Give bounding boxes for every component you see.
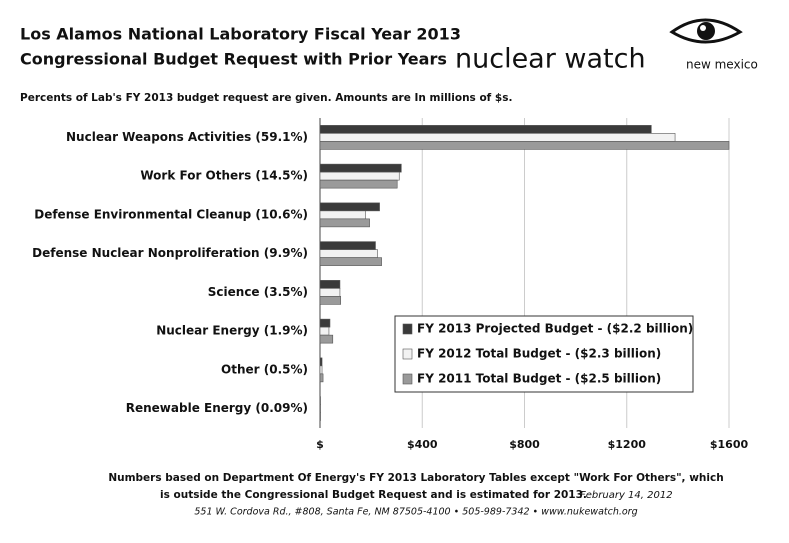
bar (319, 179, 398, 189)
category-label: Nuclear Energy (1.9%) (156, 324, 308, 338)
category-label: Nuclear Weapons Activities (59.1%) (66, 130, 308, 144)
bar (319, 412, 321, 421)
bar (319, 218, 370, 228)
x-tick-label: $400 (407, 438, 438, 451)
date: February 14, 2012 (580, 490, 673, 501)
x-tick-label: $1600 (710, 438, 749, 451)
bar (319, 373, 324, 383)
bar (319, 288, 341, 297)
address: 551 W. Cordova Rd., #808, Santa Fe, NM 8… (194, 507, 637, 518)
bar (319, 326, 330, 336)
bar (319, 257, 382, 266)
chart-title: Los Alamos National Laboratory Fiscal Ye… (20, 25, 461, 44)
bar (319, 163, 402, 173)
bar (319, 334, 334, 344)
x-tick-label: $800 (509, 438, 540, 451)
bar (319, 125, 652, 134)
category-label: Renewable Energy (0.09%) (126, 401, 308, 415)
bar (319, 280, 341, 289)
bar (319, 365, 323, 375)
legend-label: FY 2011 Total Budget - ($2.5 billion) (417, 372, 661, 386)
bar (319, 210, 366, 220)
note: is outside the Congressional Budget Requ… (160, 489, 587, 501)
bar (319, 241, 376, 250)
bar (319, 249, 378, 258)
bar (319, 296, 342, 305)
chart-title: Congressional Budget Request with Prior … (20, 50, 447, 69)
legend-box (394, 315, 694, 393)
note: Numbers based on Department Of Energy's … (108, 472, 723, 484)
logo-tagline: new mexico (686, 58, 758, 72)
category-label: Defense Environmental Cleanup (10.6%) (34, 207, 308, 221)
bar (319, 171, 400, 181)
logo-name: nuclear watch (455, 44, 646, 75)
bar (319, 133, 676, 142)
logo-eye (669, 18, 743, 44)
legend-swatch (402, 348, 413, 360)
x-tick-label: $1200 (608, 438, 647, 451)
bar (319, 357, 323, 367)
bar (319, 318, 331, 328)
category-label: Other (0.5%) (221, 362, 308, 376)
bar (319, 396, 321, 405)
category-label: Work For Others (14.5%) (140, 169, 308, 183)
bar (319, 202, 380, 212)
legend-label: FY 2013 Projected Budget - ($2.2 billion… (417, 322, 693, 336)
subtitle: Percents of Lab's FY 2013 budget request… (20, 92, 512, 104)
legend-label: FY 2012 Total Budget - ($2.3 billion) (417, 347, 661, 361)
legend-swatch (402, 323, 413, 335)
category-label: Science (3.5%) (208, 285, 308, 299)
legend-swatch (402, 373, 413, 385)
x-tick-label: $ (316, 438, 324, 451)
category-label: Defense Nuclear Nonproliferation (9.9%) (32, 246, 308, 260)
bar (319, 404, 321, 413)
bar (319, 141, 730, 150)
